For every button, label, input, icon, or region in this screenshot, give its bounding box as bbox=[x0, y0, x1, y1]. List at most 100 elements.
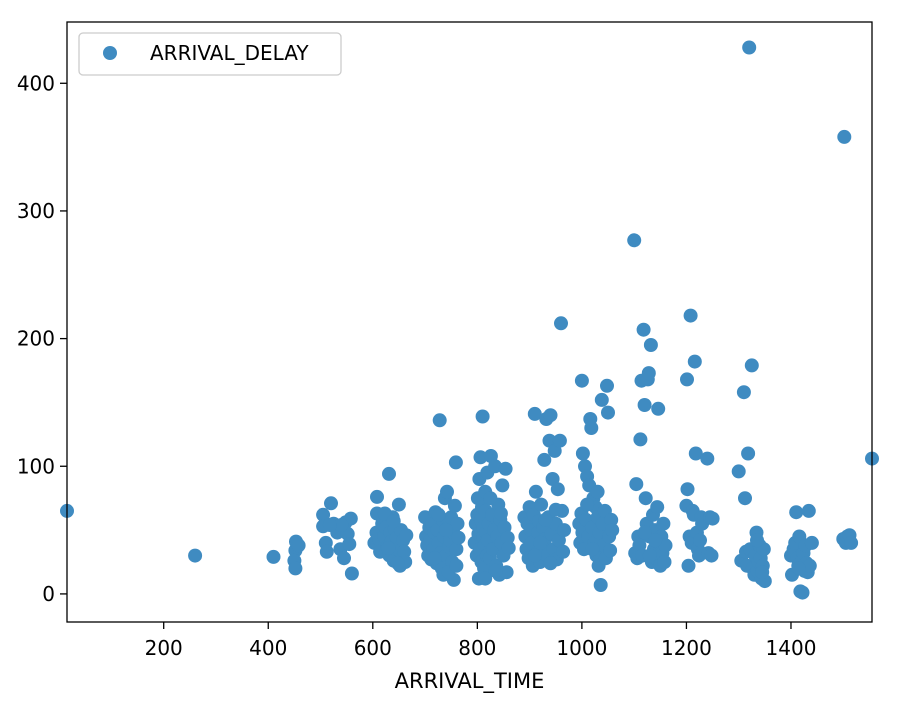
data-point bbox=[537, 452, 552, 467]
data-point bbox=[427, 551, 442, 566]
data-point bbox=[473, 450, 488, 465]
data-point bbox=[557, 523, 572, 538]
data-point bbox=[741, 446, 756, 461]
data-point bbox=[322, 518, 337, 532]
data-point bbox=[498, 461, 513, 476]
data-point bbox=[651, 401, 666, 416]
data-point bbox=[637, 525, 652, 540]
data-point bbox=[681, 558, 696, 573]
data-point bbox=[543, 408, 558, 423]
data-point bbox=[590, 484, 605, 499]
x-tick-label: 1400 bbox=[766, 636, 817, 660]
data-points bbox=[60, 40, 879, 600]
data-point bbox=[802, 558, 817, 573]
data-point bbox=[439, 523, 453, 538]
data-point bbox=[448, 455, 463, 470]
data-point bbox=[604, 512, 619, 527]
data-point bbox=[499, 565, 514, 580]
data-point bbox=[636, 322, 651, 337]
data-point bbox=[801, 503, 816, 518]
data-point bbox=[495, 478, 510, 493]
legend-box bbox=[78, 32, 342, 76]
data-point bbox=[633, 432, 648, 447]
x-axis: 200 400 600 800 1000 1200 1400 bbox=[145, 622, 817, 660]
data-point bbox=[527, 548, 542, 563]
data-point bbox=[478, 571, 493, 586]
data-point bbox=[543, 556, 558, 571]
data-point bbox=[342, 537, 357, 552]
data-point bbox=[795, 585, 810, 600]
data-point bbox=[629, 477, 644, 492]
data-point bbox=[447, 498, 462, 513]
y-tick-label: 0 bbox=[42, 582, 55, 606]
data-point bbox=[488, 563, 503, 578]
data-point bbox=[501, 541, 516, 555]
legend-marker bbox=[103, 46, 117, 60]
data-point bbox=[337, 551, 351, 566]
data-point bbox=[399, 528, 414, 543]
data-point bbox=[493, 506, 508, 521]
data-point bbox=[386, 514, 401, 529]
data-point bbox=[449, 542, 464, 557]
data-point bbox=[483, 491, 498, 506]
data-point bbox=[658, 538, 673, 553]
data-point bbox=[601, 405, 615, 420]
data-point bbox=[650, 500, 665, 515]
data-point bbox=[585, 542, 600, 557]
data-point bbox=[538, 512, 553, 527]
data-point bbox=[554, 316, 568, 331]
data-point bbox=[580, 497, 595, 512]
data-point bbox=[804, 535, 819, 550]
data-point bbox=[432, 413, 447, 428]
legend-label: ARRIVAL_DELAY bbox=[150, 41, 309, 65]
data-point bbox=[837, 129, 852, 144]
data-point bbox=[188, 548, 203, 563]
data-point bbox=[550, 482, 565, 497]
data-point bbox=[704, 548, 719, 563]
data-point bbox=[789, 505, 804, 520]
y-tick-label: 400 bbox=[17, 71, 55, 95]
data-point bbox=[477, 561, 492, 576]
legend: ARRIVAL_DELAY bbox=[78, 32, 342, 76]
data-point bbox=[731, 464, 746, 479]
data-point bbox=[382, 466, 396, 481]
data-point bbox=[500, 530, 515, 545]
data-point bbox=[575, 446, 590, 461]
data-point bbox=[488, 459, 503, 474]
data-point bbox=[657, 555, 672, 569]
data-point bbox=[744, 358, 759, 373]
data-point bbox=[656, 516, 671, 531]
data-point bbox=[638, 491, 653, 506]
data-point bbox=[687, 354, 702, 369]
x-tick-label: 200 bbox=[145, 636, 183, 660]
data-point bbox=[552, 433, 567, 448]
data-point bbox=[584, 421, 599, 435]
data-point bbox=[316, 507, 331, 522]
data-point bbox=[605, 523, 620, 538]
data-point bbox=[291, 538, 306, 553]
data-point bbox=[680, 372, 694, 387]
data-point bbox=[642, 548, 657, 563]
data-point bbox=[742, 40, 757, 55]
data-point bbox=[556, 544, 571, 559]
plot-frame bbox=[66, 21, 873, 623]
data-point bbox=[594, 392, 609, 407]
data-point bbox=[688, 446, 703, 461]
x-tick-label: 400 bbox=[249, 636, 287, 660]
data-point bbox=[700, 451, 715, 466]
data-point bbox=[643, 338, 658, 352]
data-point bbox=[593, 578, 608, 592]
y-tick-label: 300 bbox=[17, 199, 55, 223]
data-point bbox=[431, 507, 446, 522]
data-point bbox=[627, 233, 642, 248]
data-point bbox=[344, 566, 359, 581]
data-point bbox=[324, 496, 338, 511]
data-point bbox=[534, 497, 549, 512]
x-tick-label: 600 bbox=[354, 636, 392, 660]
data-point bbox=[603, 543, 618, 558]
data-point bbox=[370, 489, 384, 504]
data-point bbox=[449, 558, 464, 573]
data-point bbox=[390, 556, 405, 571]
